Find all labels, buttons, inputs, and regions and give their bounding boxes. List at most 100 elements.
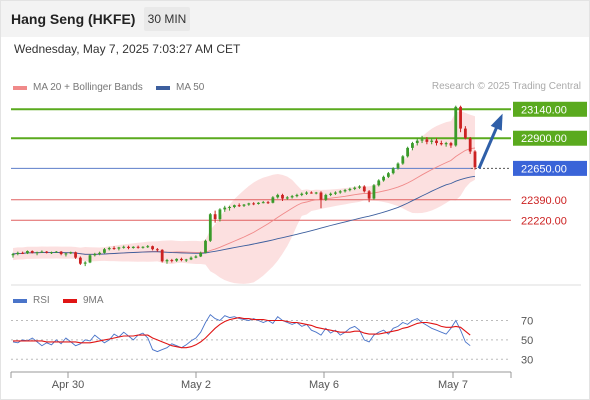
- candle-body: [184, 259, 188, 261]
- candle-body: [180, 258, 183, 261]
- resistance-label-box: [513, 101, 587, 117]
- candle-body: [232, 205, 236, 207]
- candle-body: [305, 192, 308, 194]
- candle-body: [401, 156, 405, 164]
- candle-body: [103, 249, 106, 253]
- candle-body: [107, 248, 111, 250]
- candle-body: [204, 240, 207, 253]
- candle-body: [247, 203, 251, 205]
- rsi-line: [12, 314, 471, 353]
- resistance-label: 22900.00: [521, 133, 567, 145]
- candle-body: [362, 186, 366, 192]
- candle-body: [252, 203, 256, 205]
- candle-body: [439, 143, 443, 145]
- candle-body: [59, 251, 63, 255]
- candle-body: [261, 202, 265, 204]
- candle-body: [45, 251, 49, 253]
- candle-body: [88, 255, 92, 263]
- candle-body: [122, 246, 126, 248]
- credit-text: Research © 2025 Trading Central: [431, 81, 581, 92]
- candle-body: [83, 262, 87, 264]
- legend-rsi-label: RSI: [33, 295, 50, 306]
- candle-body: [21, 252, 25, 254]
- candle-body: [415, 140, 419, 144]
- resistance-label: 23140.00: [521, 104, 567, 116]
- candle-body: [444, 143, 448, 145]
- candle-body: [208, 214, 212, 241]
- candle-body: [348, 188, 352, 191]
- candle-body: [50, 252, 53, 254]
- candle-body: [276, 194, 280, 198]
- legend-9ma: 9MA: [63, 295, 104, 306]
- resistance-label-box: [513, 130, 587, 146]
- candle-body: [406, 147, 410, 157]
- candle-body: [377, 180, 381, 186]
- candle-body: [358, 186, 361, 188]
- legend-ma20-label: MA 20 + Bollinger Bands: [33, 82, 143, 93]
- candle-body: [257, 202, 260, 204]
- rsi-9ma-line: [13, 317, 471, 349]
- rsi-swatch: [13, 299, 27, 303]
- candle-body: [295, 194, 299, 197]
- candle-body: [69, 252, 73, 254]
- candle-body: [40, 251, 44, 253]
- candle-body: [343, 190, 347, 192]
- candle-body: [194, 256, 198, 258]
- legend-ma50-label: MA 50: [176, 82, 205, 93]
- candle-body: [420, 139, 424, 141]
- candle-body: [11, 254, 15, 256]
- candle-body: [223, 207, 227, 210]
- candle-body: [396, 163, 400, 169]
- ma9-swatch: [63, 299, 77, 303]
- forecast-arrowhead: [490, 113, 503, 131]
- candle-body: [425, 139, 429, 142]
- candle-body: [54, 251, 58, 253]
- candle-body: [117, 247, 121, 249]
- current-price-label: 22650.00: [521, 163, 567, 175]
- legend-ma20: MA 20 + Bollinger Bands: [13, 82, 143, 93]
- rsi-tick-label: 70: [521, 316, 533, 328]
- header-bar: [1, 1, 589, 37]
- candle-body: [454, 106, 458, 146]
- x-axis-tick-label: May 6: [309, 379, 339, 391]
- candle-body: [74, 252, 77, 258]
- candle-body: [463, 128, 467, 139]
- candle-body: [449, 143, 453, 146]
- instrument-title: Hang Seng (HKFE): [11, 11, 136, 27]
- candle-body: [127, 246, 130, 249]
- support-label: 22220.00: [521, 215, 567, 227]
- legend-ma50: MA 50: [156, 82, 204, 93]
- candle-body: [170, 260, 174, 262]
- candle-body: [160, 249, 164, 262]
- candle-body: [93, 254, 97, 256]
- ma50-swatch: [156, 86, 170, 90]
- candle-body: [468, 138, 472, 152]
- candle-body: [155, 249, 159, 251]
- candle-body: [334, 192, 337, 194]
- candle-body: [338, 191, 342, 193]
- timeframe-badge[interactable]: 30 MIN: [144, 7, 190, 31]
- candle-body: [391, 168, 395, 174]
- candle-body: [353, 187, 357, 189]
- rsi-tick-label: 30: [521, 354, 533, 366]
- bollinger-band: [13, 110, 475, 284]
- candle-body: [30, 251, 34, 253]
- legend-9ma-label: 9MA: [83, 295, 104, 306]
- candle-body: [98, 252, 102, 255]
- candle-body: [319, 192, 323, 200]
- candle-body: [435, 140, 438, 144]
- candle-body: [218, 209, 222, 220]
- support-label: 22390.00: [521, 195, 567, 207]
- candle-body: [367, 191, 371, 199]
- legend-rsi: RSI: [13, 295, 50, 306]
- candle-body: [213, 214, 217, 220]
- candle-body: [146, 246, 150, 248]
- candle-body: [329, 193, 333, 195]
- candle-body: [237, 205, 241, 207]
- candle-body: [242, 204, 246, 206]
- candle-body: [199, 252, 203, 257]
- candle-body: [285, 197, 289, 199]
- candle-body: [290, 196, 294, 198]
- ma20-swatch: [13, 86, 27, 90]
